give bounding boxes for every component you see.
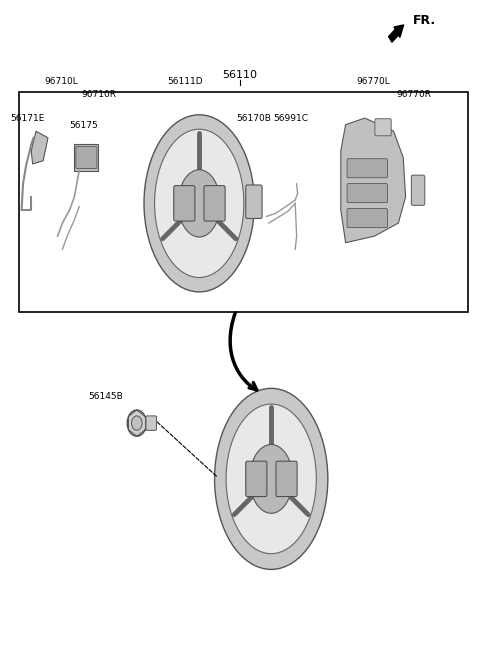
Polygon shape	[31, 131, 48, 164]
Text: 56991C: 56991C	[273, 113, 308, 123]
Ellipse shape	[250, 445, 293, 513]
FancyBboxPatch shape	[76, 146, 97, 169]
Ellipse shape	[215, 388, 328, 569]
Text: 96770L: 96770L	[357, 77, 390, 86]
FancyBboxPatch shape	[347, 184, 387, 203]
FancyBboxPatch shape	[347, 159, 387, 178]
Text: 56110: 56110	[223, 70, 257, 80]
Text: 56145B: 56145B	[88, 392, 123, 401]
FancyBboxPatch shape	[375, 119, 391, 136]
Text: 56170B: 56170B	[236, 113, 271, 123]
Ellipse shape	[155, 129, 244, 277]
Ellipse shape	[144, 115, 254, 292]
Text: 96770R: 96770R	[396, 90, 431, 99]
Text: FR.: FR.	[413, 14, 436, 28]
Ellipse shape	[226, 404, 316, 554]
FancyBboxPatch shape	[146, 416, 156, 430]
FancyBboxPatch shape	[174, 186, 195, 221]
FancyBboxPatch shape	[204, 186, 225, 221]
FancyBboxPatch shape	[347, 209, 387, 228]
FancyArrow shape	[389, 25, 404, 42]
Text: 96710R: 96710R	[81, 90, 116, 99]
FancyBboxPatch shape	[246, 185, 262, 218]
Text: 56111D: 56111D	[167, 77, 203, 86]
Ellipse shape	[178, 170, 220, 237]
Circle shape	[127, 410, 146, 436]
Polygon shape	[341, 118, 406, 243]
FancyBboxPatch shape	[411, 175, 425, 205]
Circle shape	[132, 416, 142, 430]
Text: 56175: 56175	[70, 121, 98, 131]
Text: 96710L: 96710L	[45, 77, 78, 86]
FancyBboxPatch shape	[276, 461, 297, 497]
Bar	[19, 92, 468, 312]
FancyBboxPatch shape	[246, 461, 267, 497]
Polygon shape	[74, 144, 98, 171]
Text: 56171E: 56171E	[11, 113, 45, 123]
